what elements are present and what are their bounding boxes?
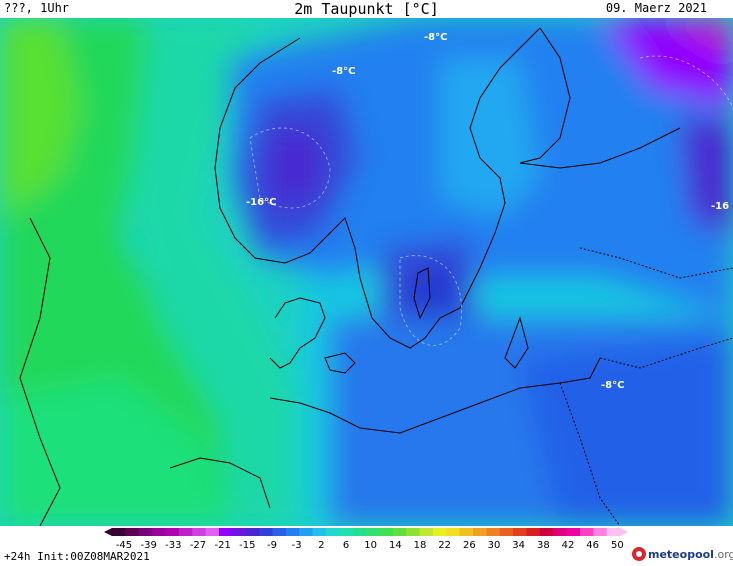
legend-swatch xyxy=(245,528,260,536)
legend-swatch xyxy=(553,528,568,536)
legend-tick-label: 30 xyxy=(488,540,501,550)
legend-tick-label: 34 xyxy=(512,540,525,550)
legend-swatch xyxy=(499,528,514,536)
legend-tick-label: 22 xyxy=(438,540,451,550)
contour-label: -16°C xyxy=(246,197,276,208)
color-legend: -45 -39 -33 -27 -21 -15 -9 -3 2 6 10 14 18 22 26 30 34 38… xyxy=(104,528,628,550)
legend-swatch xyxy=(406,528,420,536)
legend-swatch xyxy=(579,528,594,536)
forecast-time-label: ???, 1Uhr xyxy=(4,1,70,15)
legend-swatch xyxy=(339,528,354,536)
coastlines xyxy=(19,27,733,526)
legend-swatch xyxy=(486,528,501,536)
legend-tick-label: 42 xyxy=(562,540,575,550)
legend-tick-label: 14 xyxy=(389,540,402,550)
legend-tick-label: -9 xyxy=(267,540,277,550)
dewpoint-map: -8°C -8°C -16°C -8°C -16 xyxy=(0,18,733,526)
legend-swatch xyxy=(325,528,340,536)
legend-swatch xyxy=(165,528,180,536)
legend-swatch xyxy=(259,528,273,536)
legend-swatch xyxy=(539,528,554,536)
forecast-date: 09. Maerz 2021 xyxy=(605,1,707,15)
legend-tick-label: -27 xyxy=(190,540,206,550)
legend-swatch xyxy=(566,528,581,536)
legend-swatch xyxy=(138,528,153,536)
legend-swatch xyxy=(513,528,527,536)
legend-swatch xyxy=(299,528,314,536)
legend-swatch xyxy=(125,528,140,536)
legend-tick-label: -45 xyxy=(116,540,132,550)
legend-tick-label: 2 xyxy=(318,540,324,550)
legend-arrow-high xyxy=(620,528,628,536)
legend-tick-label: -39 xyxy=(140,540,156,550)
legend-swatch xyxy=(178,528,193,536)
legend-tick-label: -3 xyxy=(292,540,302,550)
legend-swatch xyxy=(459,528,474,536)
legend-swatch xyxy=(272,528,287,536)
legend-tick-label: 18 xyxy=(414,540,427,550)
legend-swatch xyxy=(379,528,394,536)
legend-swatch xyxy=(366,528,380,536)
legend-swatch xyxy=(218,528,233,536)
run-info: +24h Init:00Z08MAR2021 xyxy=(4,550,150,563)
legend-tick-label: 50 xyxy=(611,540,624,550)
contour-label: -16 xyxy=(711,201,729,212)
legend-swatch xyxy=(392,528,407,536)
contour-label: -8°C xyxy=(601,380,624,391)
legend-swatch xyxy=(232,528,247,536)
legend-swatch xyxy=(205,528,220,536)
contour-label: -8°C xyxy=(332,66,355,77)
legend-tick-label: 46 xyxy=(586,540,599,550)
legend-tick-label: -21 xyxy=(214,540,230,550)
contour-label: -8°C xyxy=(424,32,447,43)
legend-tick-label: 38 xyxy=(537,540,550,550)
legend-swatch xyxy=(285,528,300,536)
legend-tick-label: 6 xyxy=(343,540,349,550)
legend-swatch xyxy=(526,528,541,536)
legend-swatch xyxy=(432,528,447,536)
logo-icon xyxy=(632,547,646,561)
legend-swatch xyxy=(419,528,434,536)
logo-main: meteopool xyxy=(648,548,714,561)
legend-swatch xyxy=(192,528,207,536)
legend-swatch xyxy=(312,528,327,536)
isotherms xyxy=(249,55,733,346)
legend-tick-label: 10 xyxy=(364,540,377,550)
map-title: 2m Taupunkt [°C] xyxy=(294,0,439,18)
legend-swatch xyxy=(593,528,608,536)
logo-tld: .org xyxy=(713,548,733,561)
contour-labels: -8°C -8°C -16°C -8°C -16 xyxy=(246,32,729,391)
legend-swatch xyxy=(352,528,367,536)
legend-swatch xyxy=(606,528,621,536)
legend-swatch xyxy=(446,528,461,536)
legend-tick-label: -15 xyxy=(239,540,255,550)
legend-tick-label: -33 xyxy=(165,540,181,550)
dewpoint-field xyxy=(0,18,733,526)
legend-swatch xyxy=(472,528,487,536)
legend-swatch xyxy=(112,528,126,536)
legend-tick-label: 26 xyxy=(463,540,476,550)
legend-arrow-low xyxy=(104,528,112,536)
legend-swatch xyxy=(152,528,166,536)
